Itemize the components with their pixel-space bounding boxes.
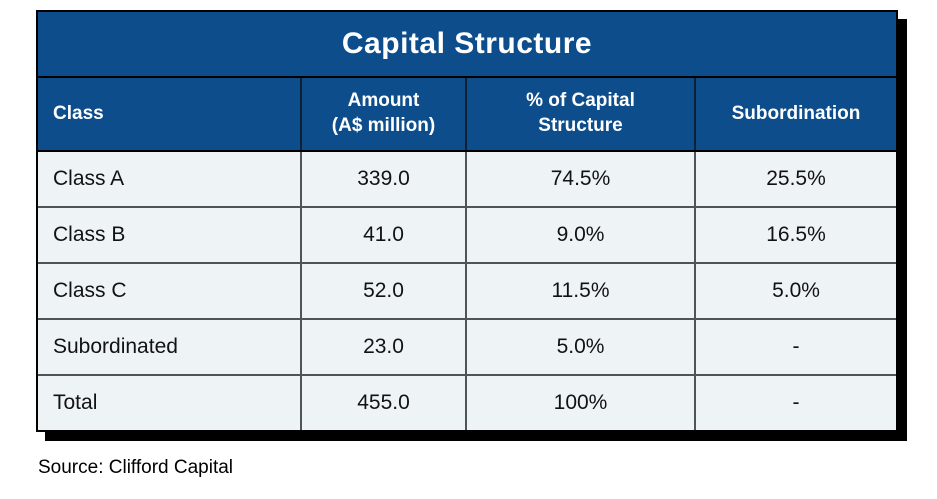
- column-header-pct-label: % of Capital: [526, 90, 635, 112]
- cell-amount: 23.0: [300, 318, 467, 376]
- cell-class: Class C: [38, 262, 302, 320]
- cell-pct-of-capital: 100%: [465, 374, 696, 430]
- table-row-class-c: Class C 52.0 11.5% 5.0%: [38, 262, 896, 320]
- column-header-amount-sublabel: (A$ million): [331, 115, 436, 136]
- cell-class: Subordinated: [38, 318, 302, 376]
- table-row-subordinated: Subordinated 23.0 5.0% -: [38, 318, 896, 376]
- table-title: Capital Structure: [38, 12, 896, 78]
- column-header-class: Class: [38, 78, 302, 152]
- cell-pct-of-capital: 74.5%: [465, 150, 696, 208]
- cell-amount: 52.0: [300, 262, 467, 320]
- column-header-subordination: Subordination: [694, 78, 896, 152]
- capital-structure-table: Capital Structure Class Amount (A$ milli…: [36, 10, 898, 432]
- column-header-class-label: Class: [53, 102, 104, 124]
- table-row-class-a: Class A 339.0 74.5% 25.5%: [38, 150, 896, 208]
- cell-amount: 455.0: [300, 374, 467, 430]
- table-row-total: Total 455.0 100% -: [38, 374, 896, 430]
- cell-class: Total: [38, 374, 302, 430]
- cell-amount: 339.0: [300, 150, 467, 208]
- cell-subordination: -: [694, 318, 896, 376]
- data-table: Class Amount (A$ million) % of Capital S…: [38, 78, 896, 430]
- cell-class: Class A: [38, 150, 302, 208]
- cell-amount: 41.0: [300, 206, 467, 264]
- cell-pct-of-capital: 9.0%: [465, 206, 696, 264]
- column-header-pct-of-capital: % of Capital Structure: [465, 78, 696, 152]
- cell-subordination: 5.0%: [694, 262, 896, 320]
- cell-pct-of-capital: 11.5%: [465, 262, 696, 320]
- header-row: Class Amount (A$ million) % of Capital S…: [38, 78, 896, 152]
- cell-subordination: 25.5%: [694, 150, 896, 208]
- table-row-class-b: Class B 41.0 9.0% 16.5%: [38, 206, 896, 264]
- column-header-pct-sublabel: Structure: [538, 115, 623, 136]
- column-header-subordination-label: Subordination: [731, 102, 861, 124]
- source-note: Source: Clifford Capital: [38, 457, 234, 478]
- cell-pct-of-capital: 5.0%: [465, 318, 696, 376]
- column-header-amount-label: Amount: [347, 90, 420, 112]
- cell-subordination: 16.5%: [694, 206, 896, 264]
- column-header-amount: Amount (A$ million): [300, 78, 467, 152]
- cell-class: Class B: [38, 206, 302, 264]
- cell-subordination: -: [694, 374, 896, 430]
